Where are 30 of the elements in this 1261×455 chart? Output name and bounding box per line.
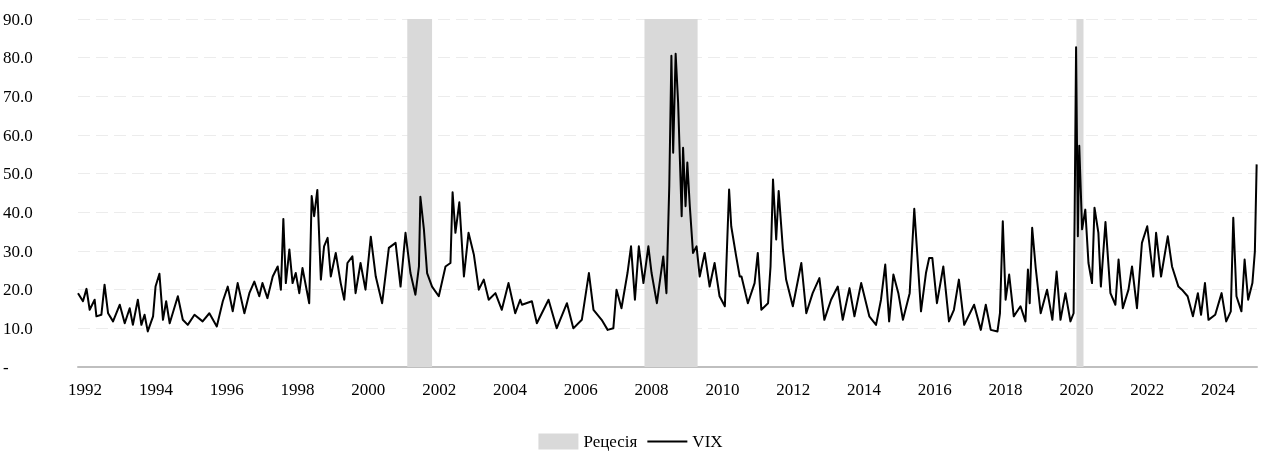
y-tick-label: 20.0 (3, 280, 33, 300)
x-tick-label: 2022 (1130, 380, 1165, 399)
x-tick-label: 2010 (705, 380, 740, 399)
y-tick-label: 70.0 (3, 86, 33, 106)
x-tick-label: 1998 (280, 380, 315, 399)
y-tick-label: 40.0 (3, 202, 33, 222)
x-tick-label: 2024 (1201, 380, 1236, 399)
legend-label: Рецесія (583, 432, 638, 451)
x-tick-label: 1994 (138, 380, 174, 399)
x-tick-label: 2008 (634, 380, 669, 399)
y-tick-label: 60.0 (3, 125, 33, 145)
x-tick-label: 2004 (492, 380, 528, 399)
x-tick-label: 2020 (1059, 380, 1094, 399)
y-tick-label: - (3, 357, 9, 377)
y-tick-label: 30.0 (3, 241, 33, 261)
y-tick-label: 80.0 (3, 48, 33, 68)
x-tick-label: 2018 (988, 380, 1023, 399)
x-tick-label: 2006 (563, 380, 598, 399)
x-tick-label: 2014 (847, 380, 882, 399)
line-series (77, 46, 1258, 333)
x-tick-label: 2012 (776, 380, 811, 399)
legend-label: VIX (692, 432, 723, 451)
y-tick-label: 10.0 (3, 318, 33, 338)
x-tick-label: 1992 (68, 380, 103, 399)
x-tick-label: 2016 (917, 380, 952, 399)
x-tick-label: 2002 (422, 380, 457, 399)
y-tick-label: 90.0 (3, 9, 33, 29)
x-tick-label: 2000 (351, 380, 386, 399)
x-tick-label: 1996 (209, 380, 244, 399)
y-tick-label: 50.0 (3, 164, 33, 184)
